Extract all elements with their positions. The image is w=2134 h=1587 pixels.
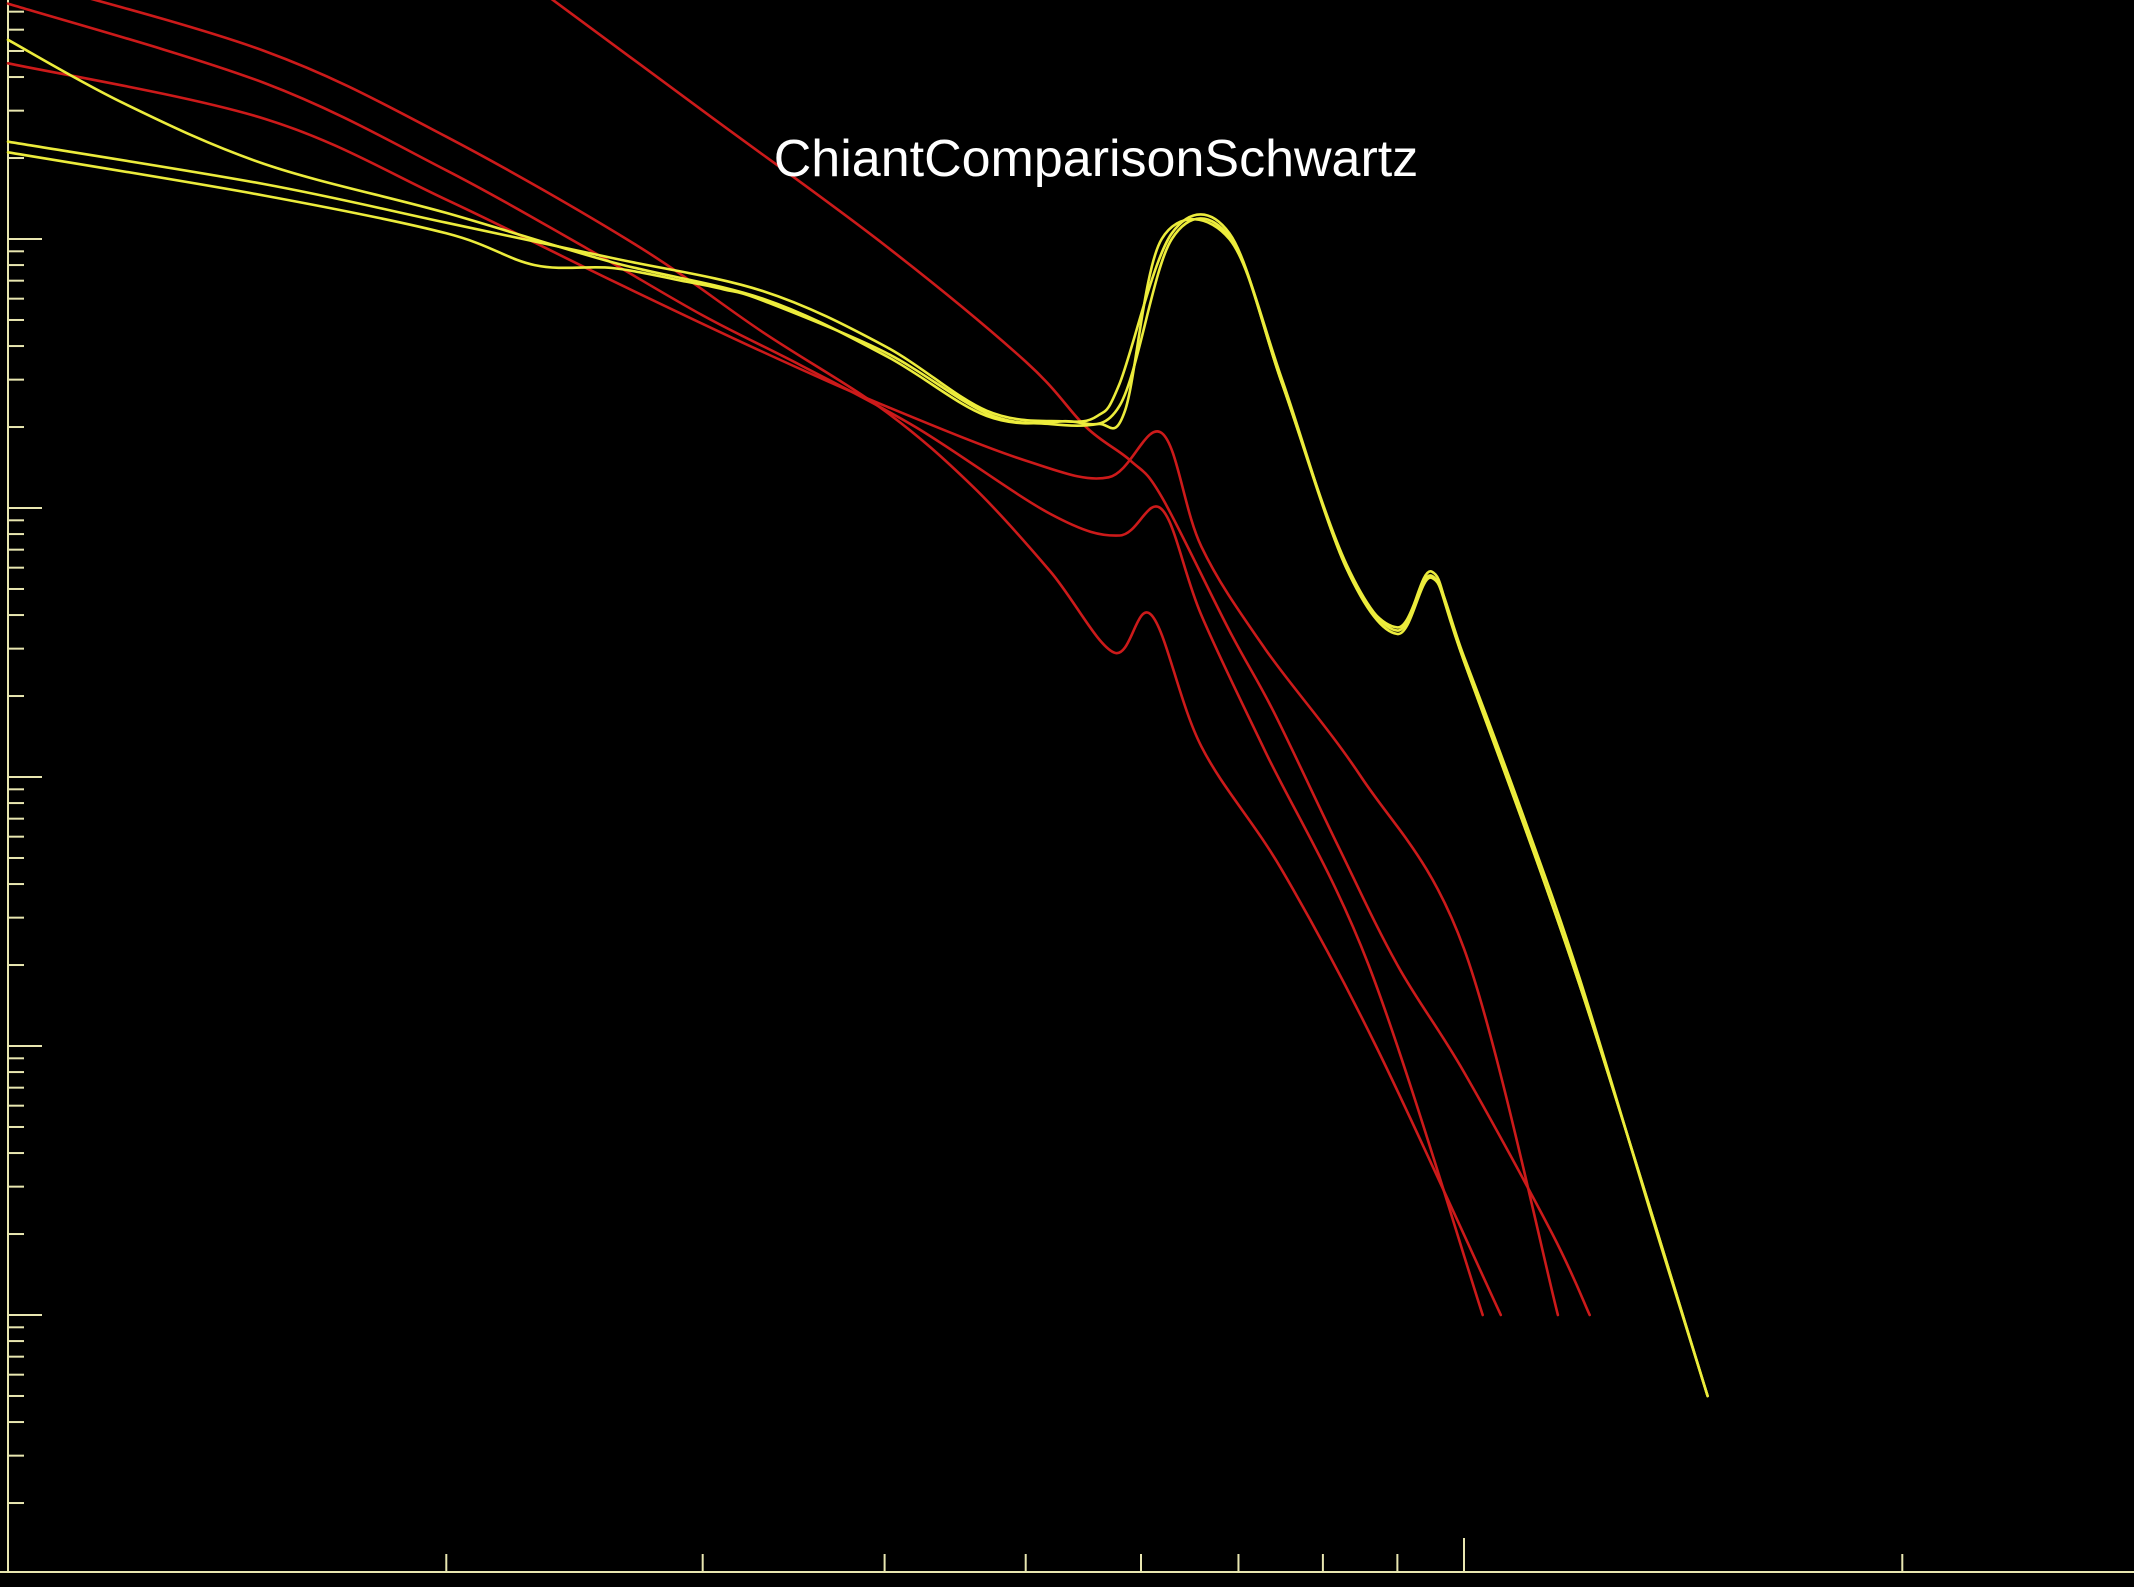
red-series-line-2: [8, 0, 1501, 1315]
red-series-line-4: [8, 63, 1558, 1315]
series-group: [8, 0, 1708, 1396]
red-series-line-3: [8, 4, 1483, 1315]
red-series-line-1: [512, 0, 1589, 1315]
axis-ticks: [8, 12, 1902, 1572]
yellow-series-line-5: [8, 40, 1708, 1396]
chart-title: ChiantComparisonSchwartz: [774, 130, 1419, 188]
